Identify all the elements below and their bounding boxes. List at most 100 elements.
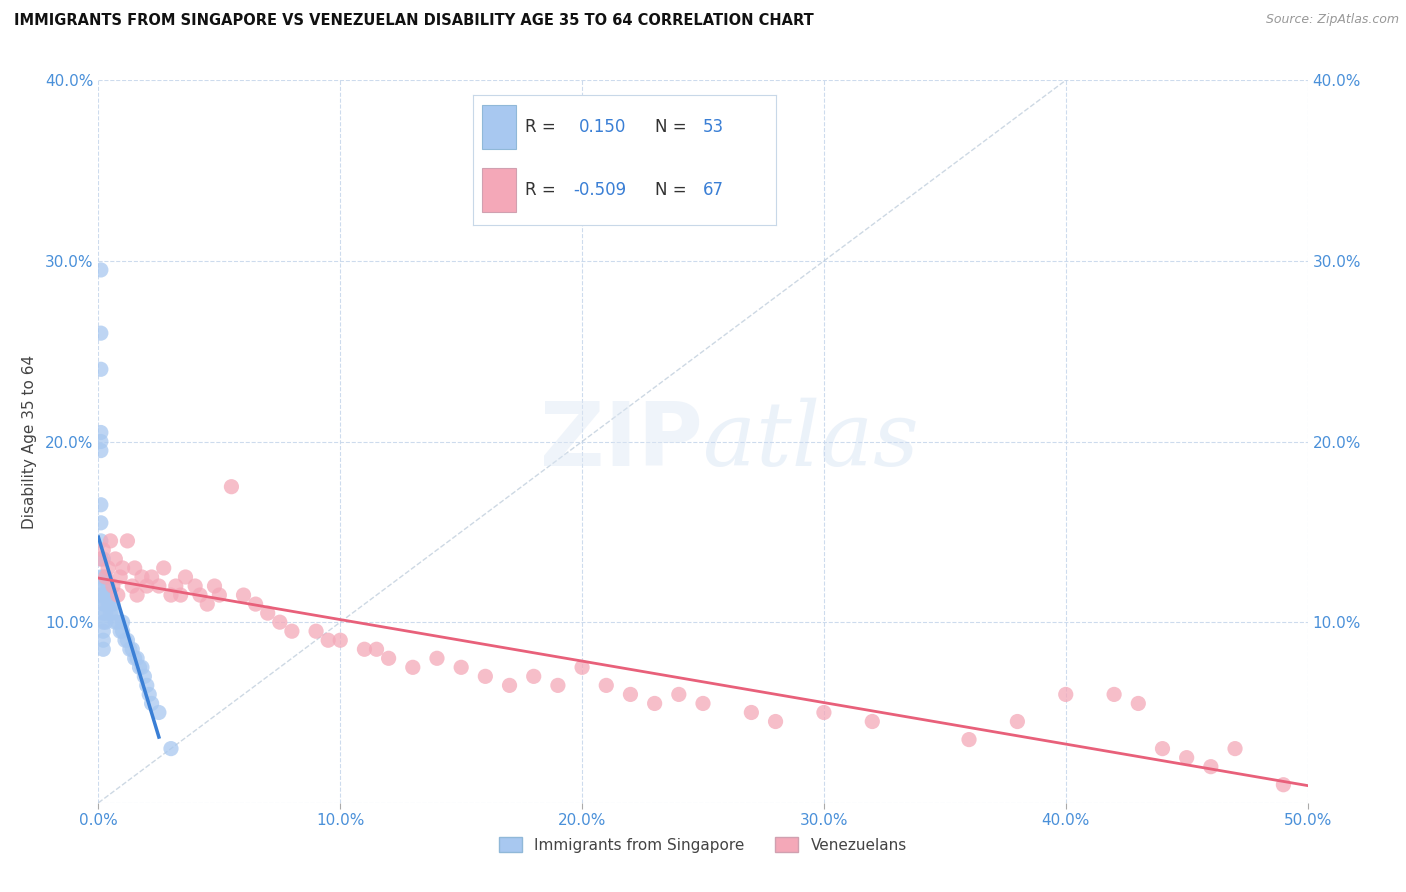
Point: [101, 597, 124, 611]
Point: [305, 624, 328, 639]
Point: [165, 579, 187, 593]
Point: [269, 615, 291, 630]
Point: [232, 588, 254, 602]
Point: [90, 570, 112, 584]
Point: [957, 732, 980, 747]
Point: [426, 651, 449, 665]
Point: [90, 326, 112, 340]
Point: [474, 669, 496, 683]
Point: [94, 597, 117, 611]
Point: [1152, 741, 1174, 756]
Point: [100, 597, 122, 611]
Point: [91, 588, 114, 602]
Legend: Immigrants from Singapore, Venezuelans: Immigrants from Singapore, Venezuelans: [492, 829, 914, 860]
Point: [692, 697, 714, 711]
Point: [121, 579, 143, 593]
Point: [1175, 750, 1198, 764]
Point: [101, 579, 124, 593]
Point: [131, 660, 153, 674]
Text: IMMIGRANTS FROM SINGAPORE VS VENEZUELAN DISABILITY AGE 35 TO 64 CORRELATION CHAR: IMMIGRANTS FROM SINGAPORE VS VENEZUELAN …: [14, 13, 814, 29]
Point: [221, 480, 243, 494]
Point: [450, 660, 472, 674]
Point: [353, 642, 375, 657]
Point: [134, 669, 156, 683]
Point: [90, 362, 112, 376]
Point: [111, 561, 134, 575]
Point: [148, 579, 170, 593]
Point: [108, 624, 131, 639]
Point: [571, 660, 593, 674]
Point: [108, 570, 131, 584]
Point: [281, 624, 304, 639]
Point: [90, 516, 112, 530]
Point: [121, 642, 143, 657]
Point: [765, 714, 787, 729]
Point: [402, 660, 425, 674]
Point: [90, 263, 112, 277]
Point: [256, 606, 278, 620]
Point: [101, 606, 124, 620]
Point: [97, 561, 120, 575]
Point: [97, 588, 120, 602]
Point: [160, 588, 183, 602]
Point: [118, 642, 141, 657]
Point: [114, 633, 136, 648]
Point: [316, 633, 339, 648]
Point: [174, 570, 197, 584]
Point: [245, 597, 267, 611]
Point: [90, 498, 112, 512]
Point: [90, 552, 112, 566]
Point: [91, 579, 114, 593]
Point: [813, 706, 835, 720]
Point: [91, 642, 114, 657]
Point: [1199, 760, 1222, 774]
Point: [91, 615, 114, 630]
Point: [498, 678, 520, 692]
Point: [94, 606, 117, 620]
Point: [1054, 687, 1077, 701]
Point: [97, 579, 120, 593]
Point: [523, 669, 546, 683]
Point: [90, 552, 112, 566]
Point: [188, 588, 211, 602]
Point: [91, 633, 114, 648]
Point: [94, 615, 117, 630]
Point: [90, 533, 112, 548]
Point: [91, 542, 114, 557]
Point: [94, 570, 117, 584]
Point: [90, 588, 112, 602]
Point: [104, 615, 127, 630]
Point: [160, 741, 183, 756]
Point: [1102, 687, 1125, 701]
Point: [1272, 778, 1295, 792]
Point: [127, 651, 149, 665]
Point: [184, 579, 207, 593]
Point: [195, 597, 218, 611]
Point: [138, 687, 160, 701]
Point: [1128, 697, 1150, 711]
Point: [104, 552, 127, 566]
Point: [204, 579, 226, 593]
Point: [619, 687, 641, 701]
Point: [100, 533, 122, 548]
Point: [366, 642, 388, 657]
Point: [107, 615, 129, 630]
Point: [124, 561, 146, 575]
Text: Source: ZipAtlas.com: Source: ZipAtlas.com: [1265, 13, 1399, 27]
Point: [91, 597, 114, 611]
Point: [127, 588, 149, 602]
Point: [131, 570, 153, 584]
Point: [740, 706, 762, 720]
Point: [90, 434, 112, 449]
Point: [111, 615, 134, 630]
Point: [595, 678, 617, 692]
Point: [860, 714, 883, 729]
Point: [91, 606, 114, 620]
Point: [90, 443, 112, 458]
Point: [547, 678, 569, 692]
Text: atlas: atlas: [703, 398, 918, 485]
Point: [329, 633, 352, 648]
Point: [117, 633, 139, 648]
Point: [128, 660, 150, 674]
Point: [135, 678, 157, 692]
